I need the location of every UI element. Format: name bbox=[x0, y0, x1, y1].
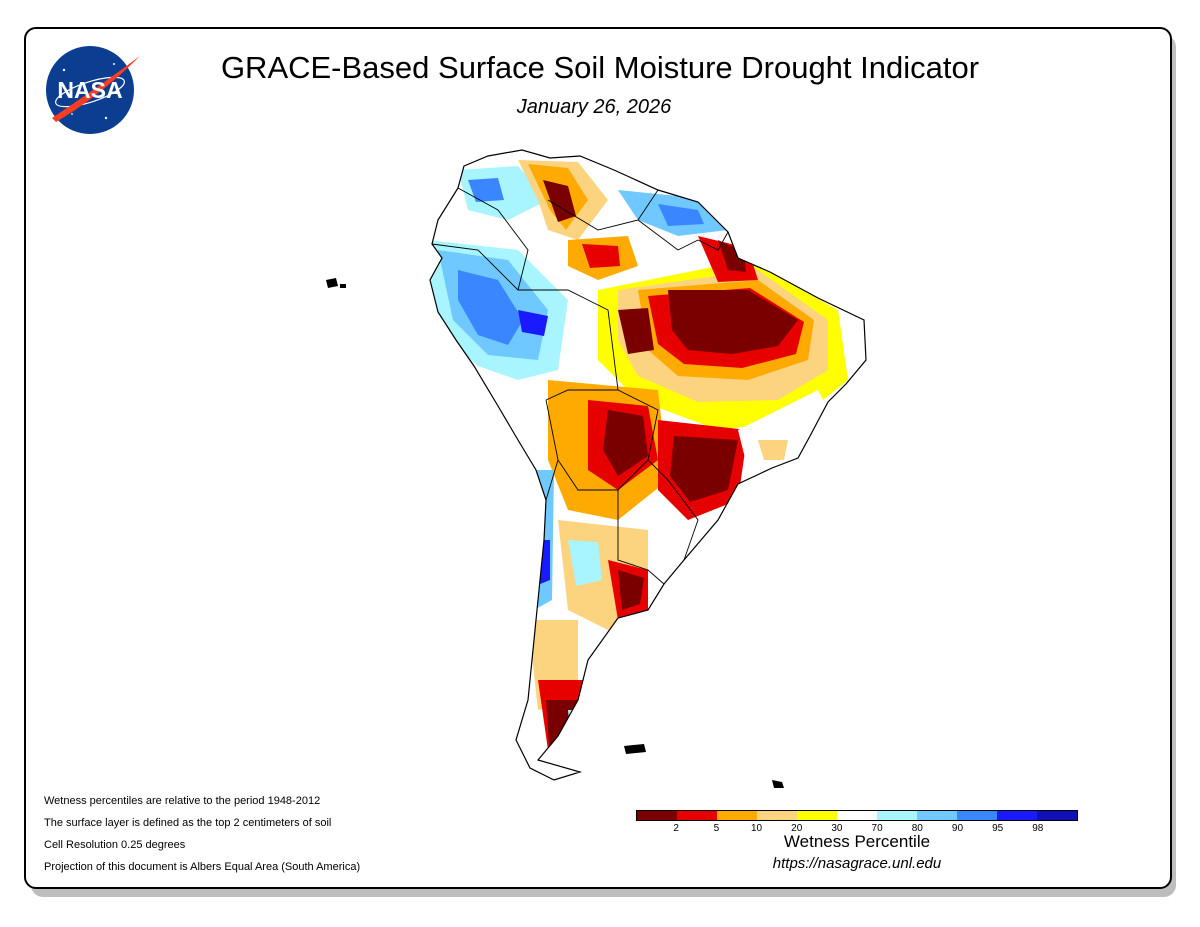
legend-tick-label: 98 bbox=[1032, 823, 1044, 834]
south-america-map bbox=[326, 149, 867, 788]
legend-tick-label: 95 bbox=[992, 823, 1004, 834]
legend-color-bar bbox=[636, 810, 1078, 821]
legend-swatch bbox=[637, 811, 677, 820]
legend-swatch bbox=[997, 811, 1037, 820]
legend-tick-label: 70 bbox=[871, 823, 883, 834]
page-title: GRACE-Based Surface Soil Moisture Drough… bbox=[220, 50, 980, 85]
legend-swatch bbox=[797, 811, 837, 820]
legend-swatch bbox=[717, 811, 757, 820]
legend-swatch bbox=[957, 811, 997, 820]
nasa-logo: NASA bbox=[46, 46, 140, 134]
legend-tick-label: 2 bbox=[673, 823, 679, 834]
legend-tick-label: 80 bbox=[911, 823, 923, 834]
legend-swatch bbox=[877, 811, 917, 820]
legend-tick-label: 90 bbox=[951, 823, 964, 834]
legend-tick-label: 5 bbox=[713, 823, 720, 834]
map-date: January 26, 2026 bbox=[516, 96, 672, 118]
note-cell-resolution: Cell Resolution 0.25 degrees bbox=[44, 839, 186, 851]
legend-url[interactable]: https://nasagrace.unl.edu bbox=[772, 855, 942, 872]
legend-swatch bbox=[1037, 811, 1077, 820]
legend-tick-label: 20 bbox=[791, 823, 803, 834]
legend-swatch bbox=[677, 811, 717, 820]
legend-swatch bbox=[837, 811, 877, 820]
note-surface-layer: The surface layer is defined as the top … bbox=[44, 817, 332, 829]
note-projection: Projection of this document is Albers Eq… bbox=[44, 861, 361, 873]
legend-tick-label: 10 bbox=[750, 823, 763, 834]
note-baseline-period: Wetness percentiles are relative to the … bbox=[44, 795, 321, 807]
legend-tick-label: 30 bbox=[831, 823, 843, 834]
legend-title: Wetness Percentile bbox=[783, 832, 931, 851]
legend-swatch bbox=[917, 811, 957, 820]
nasa-logo-text: NASA bbox=[57, 77, 122, 103]
legend-swatch bbox=[757, 811, 797, 820]
